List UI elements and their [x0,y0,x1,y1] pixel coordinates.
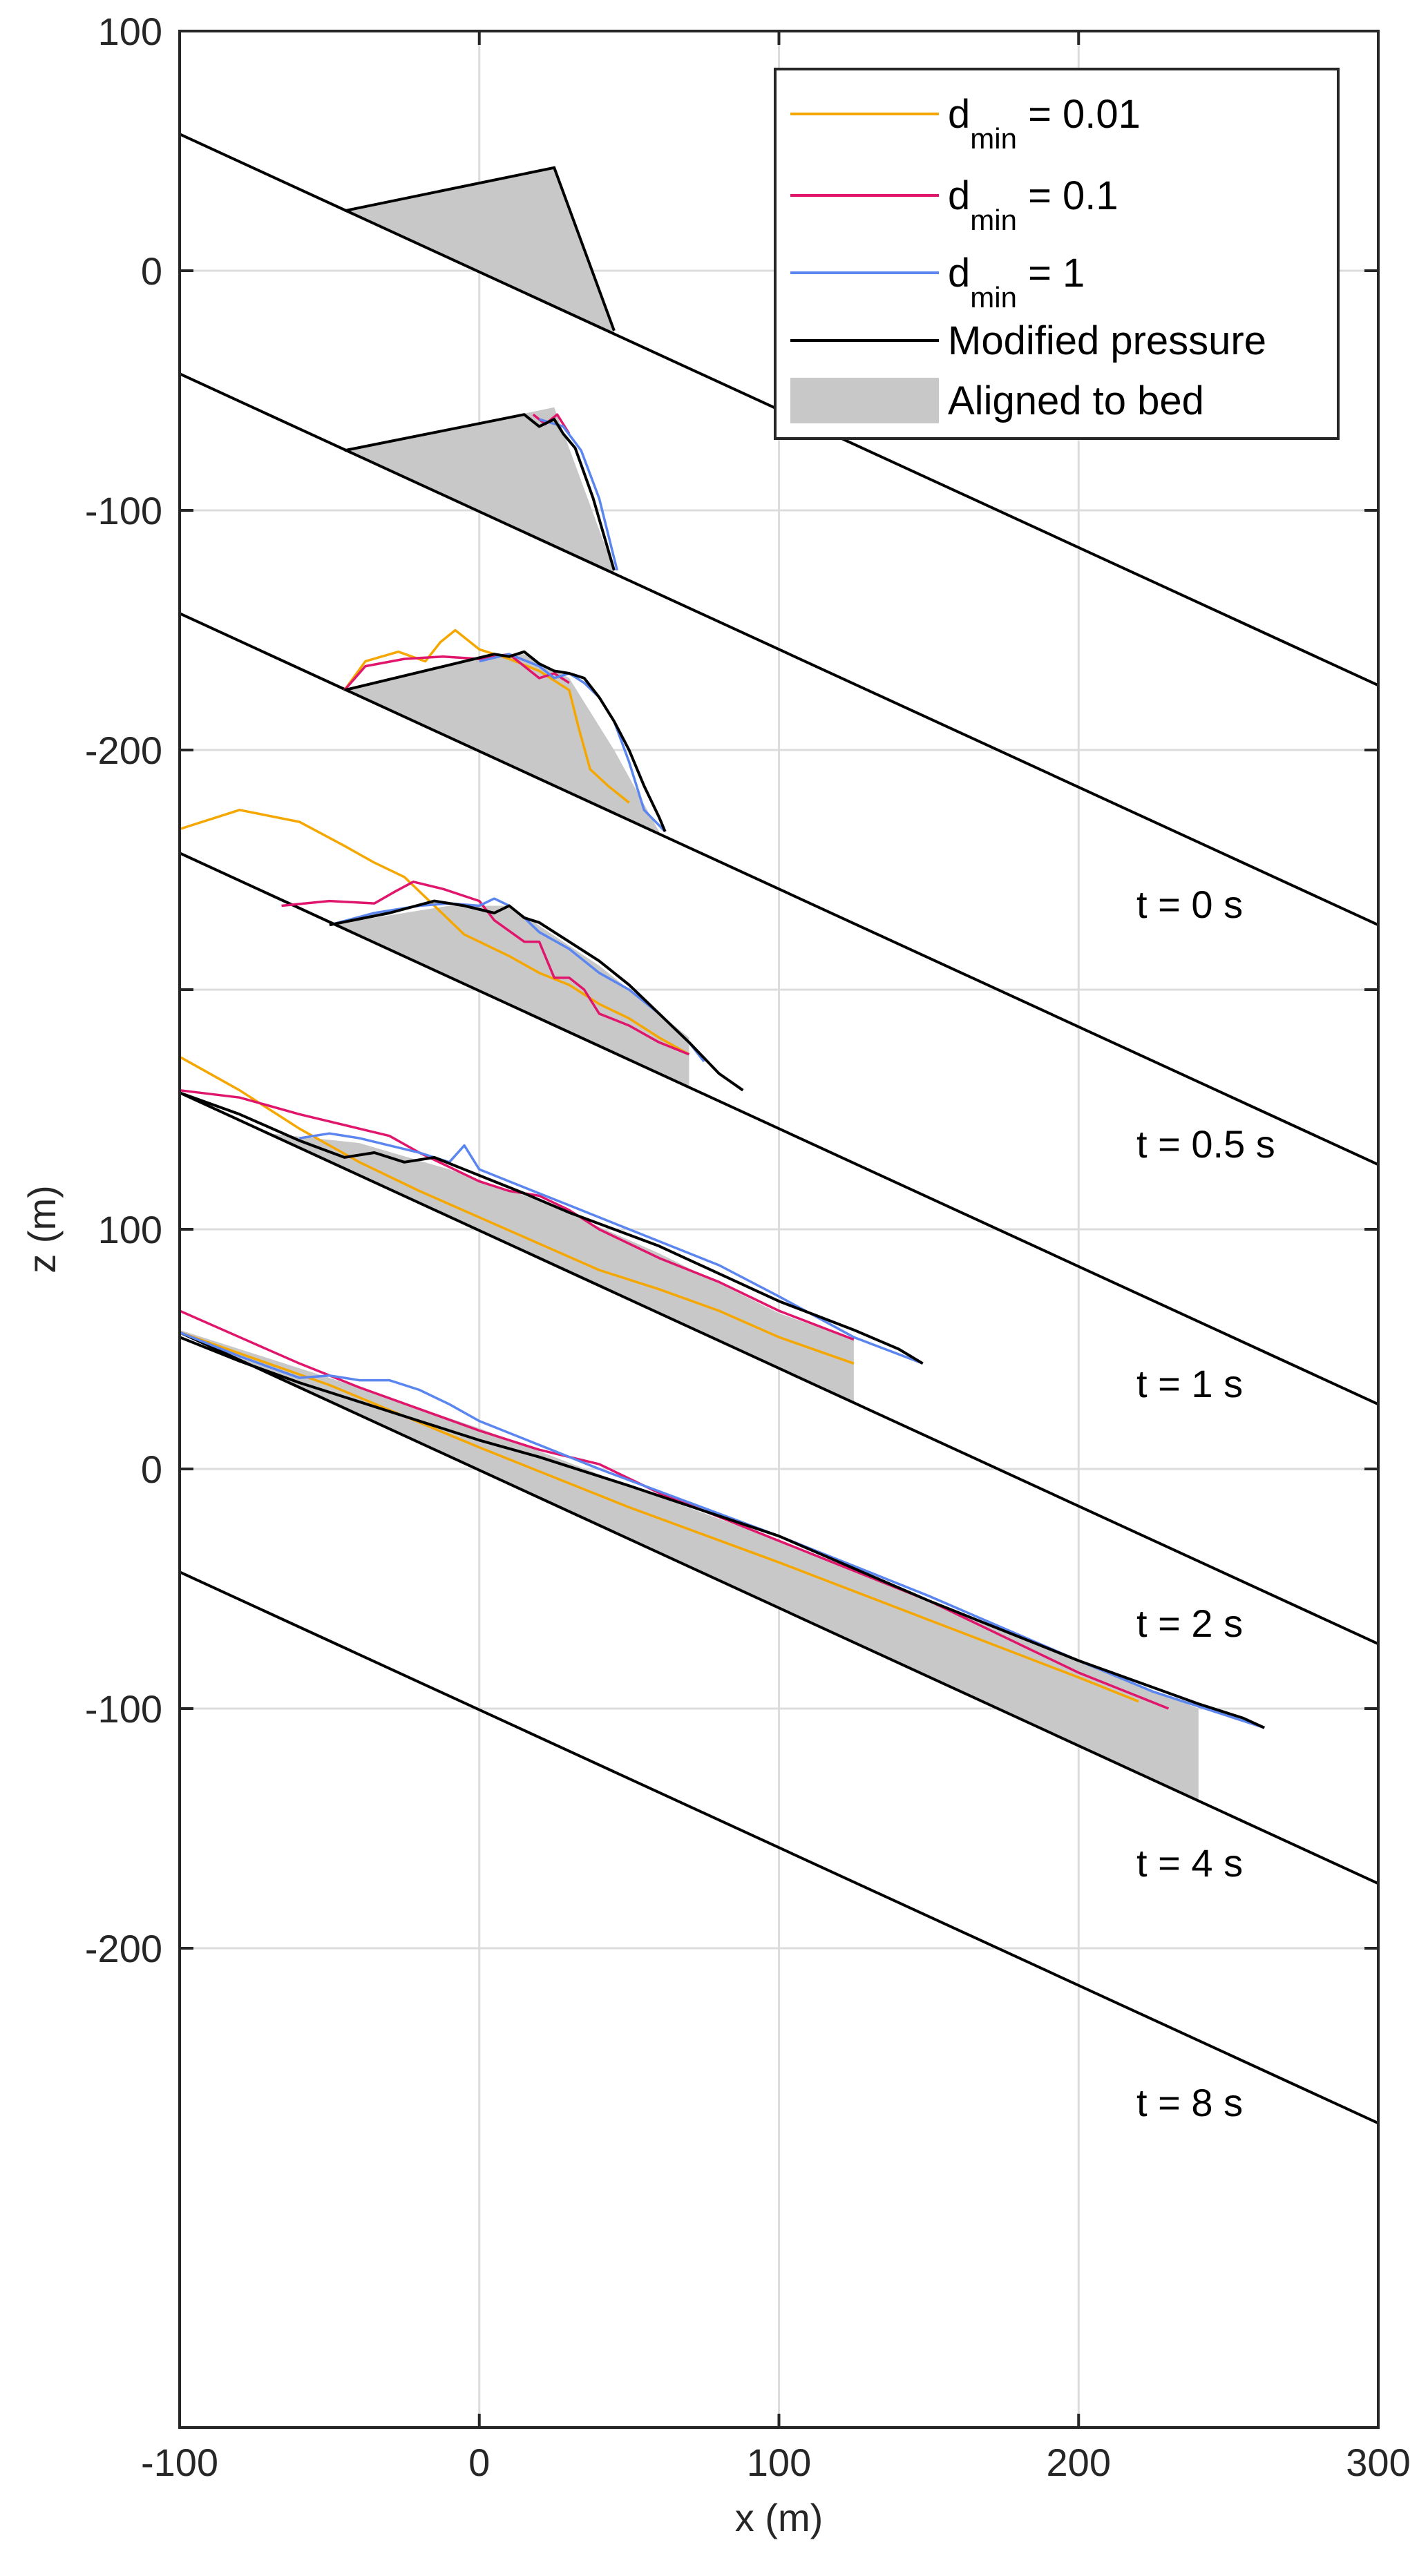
time-label-3: t = 1 s [1136,1362,1243,1405]
legend-box [774,68,1340,440]
aligned-fill-2 [344,654,659,834]
series-dmin_1-2 [479,653,666,833]
y-tick-label-0: 100 [98,10,162,53]
legend-label-modified: Modified pressure [948,318,1266,363]
series-dmin_1-1 [538,418,618,571]
legend-label-dmin_1: dmin = 1 [948,251,1085,314]
series-dmin_01-3 [281,881,690,1056]
series-modified-4 [179,1091,924,1365]
aligned-fill-3 [329,905,689,1088]
series-dmin_001-2 [343,628,630,804]
series-dmin_001-3 [179,809,690,1056]
panel-5: t = 4 s [179,1309,1379,1885]
series-dmin_01-4 [179,1088,855,1341]
bed-line-6 [179,1570,1379,2125]
x-tick-label-0: -100 [141,2441,218,2484]
panel-4: t = 2 s [179,1055,1379,1646]
x-axis-label: x (m) [735,2496,824,2539]
panels: t = 0 s t = 0.5 s t = 1 s t = 2 s t = 4 s t =… [179,133,1379,2125]
series-modified-3 [329,899,744,1092]
y-tick-label-2: -100 [85,489,162,532]
series-modified-2 [344,650,667,832]
x-tick-label-1: 0 [468,2441,490,2484]
time-label-4: t = 2 s [1136,1602,1243,1645]
time-label-2: t = 0.5 s [1136,1122,1275,1166]
bed-line-1 [179,372,1379,927]
y-tick-label-3: -200 [85,729,162,772]
legend-label-aligned: Aligned to bed [948,378,1204,423]
series-modified-1 [344,413,616,571]
legend-label-dmin_01: dmin = 0.1 [948,173,1118,236]
panel-6: t = 8 s [179,1570,1379,2125]
panel-3: t = 1 s [179,809,1379,1406]
series-dmin_01-5 [179,1309,1170,1710]
legend-swatch-aligned [790,378,939,423]
series-dmin_001-4 [179,1055,855,1365]
y-tick-label-7: -100 [85,1687,162,1731]
bed-line-5 [179,1331,1379,1885]
time-label-1: t = 0 s [1136,883,1243,926]
x-tick-label-2: 100 [747,2441,811,2484]
x-tick-label-4: 300 [1346,2441,1410,2484]
bed-line-3 [179,852,1379,1406]
aligned-fill-0 [344,167,614,334]
y-axis-label: z (m) [20,1185,64,1273]
aligned-fill-1 [344,407,614,574]
panel-2: t = 0.5 s [179,612,1379,1166]
axes: -100 0 100 200 300 100 0 -100 -200 100 0 -100 -200 [85,10,1411,2484]
y-tick-label-6: 0 [141,1448,162,1491]
series-dmin_001-5 [179,1331,1139,1703]
bed-line-2 [179,612,1379,1166]
panel-1: t = 0 s [179,372,1379,927]
time-label-6: t = 8 s [1136,2081,1243,2124]
series-dmin_1-4 [299,1132,924,1365]
series-modified-5 [179,1336,1266,1729]
time-label-5: t = 4 s [1136,1841,1243,1885]
x-tick-label-3: 200 [1047,2441,1111,2484]
series-dmin_1-5 [179,1331,1265,1729]
legend-label-dmin_001: dmin = 0.01 [948,92,1141,155]
initial-outline [344,166,616,331]
y-tick-label-8: -200 [85,1927,162,1970]
bed-line-4 [179,1091,1379,1646]
y-tick-label-5: 100 [98,1208,162,1251]
y-tick-label-1: 0 [141,249,162,293]
